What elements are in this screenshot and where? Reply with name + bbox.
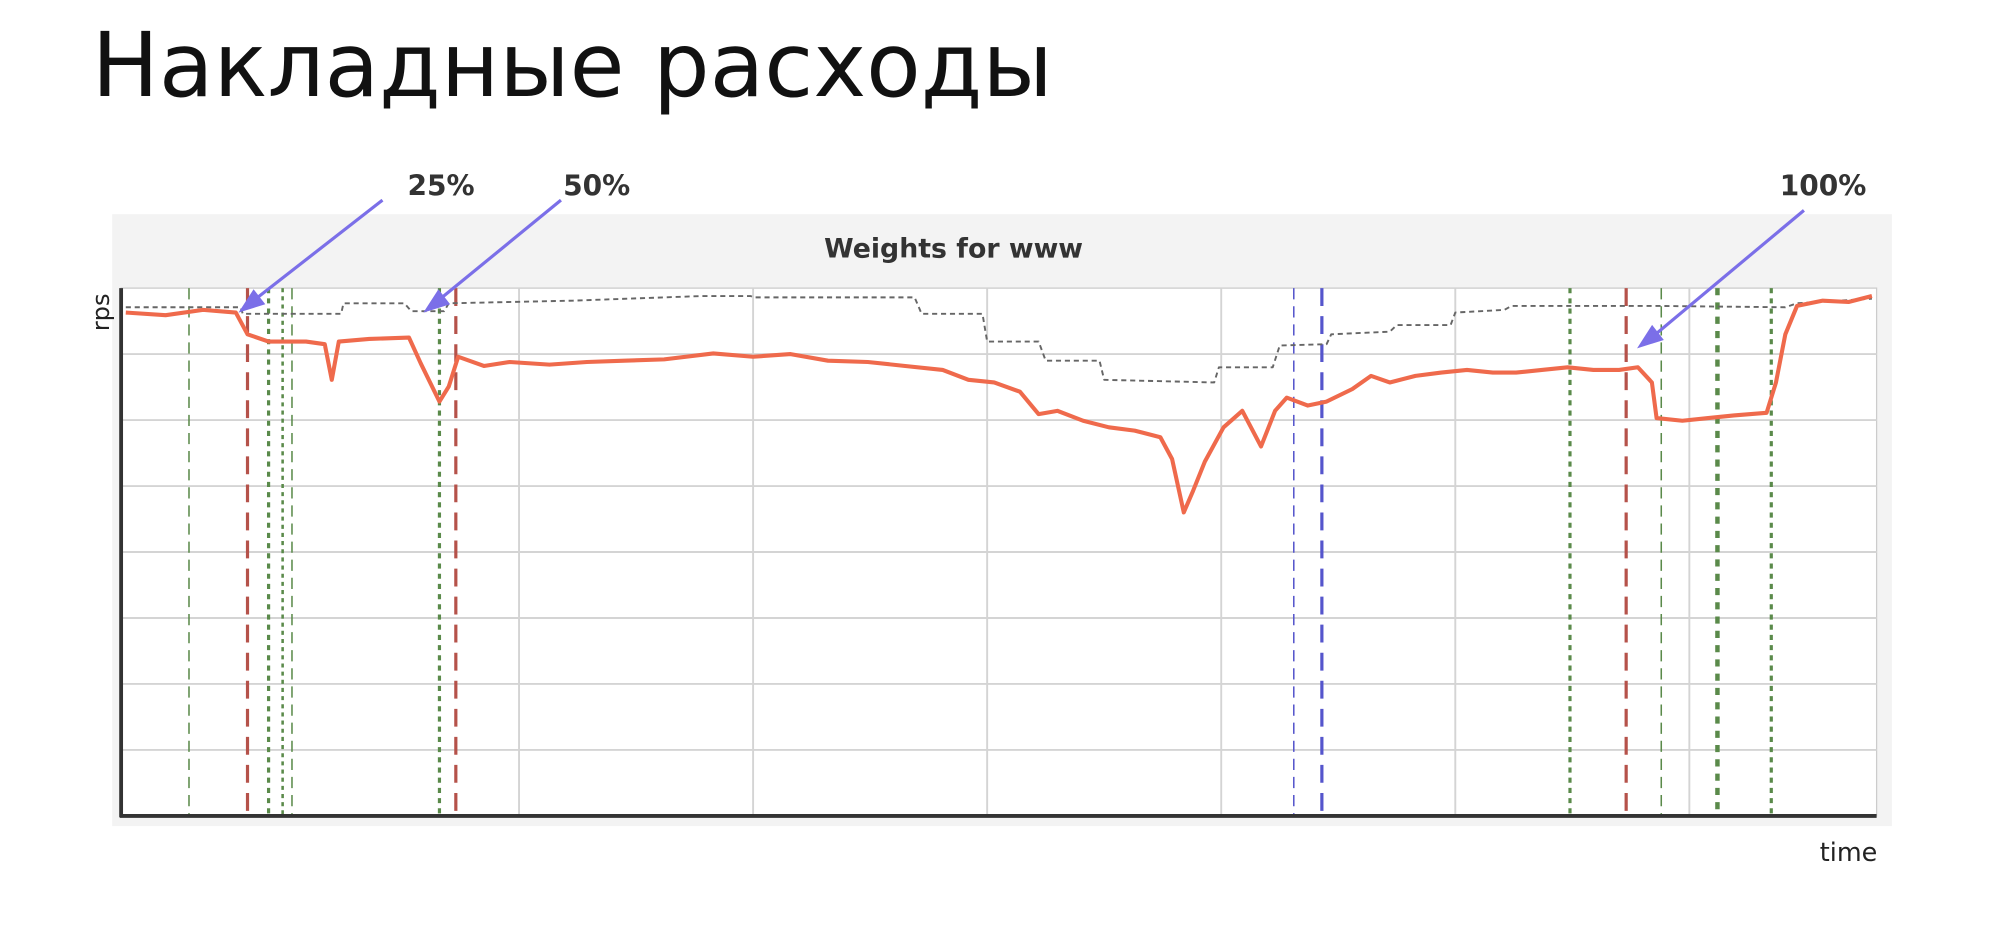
annotation: 25% (408, 169, 475, 202)
annotation: 50% (563, 169, 630, 202)
annotation: 100% (1780, 169, 1867, 202)
series-line (125, 294, 1873, 515)
arrow (248, 198, 384, 305)
arrows (238, 198, 1805, 349)
x-axis-label: time (1820, 838, 1878, 868)
arrow-head (1637, 324, 1664, 349)
arrow-head (238, 289, 266, 313)
arrow (433, 198, 562, 305)
slide-title: Накладные расходы (92, 14, 1053, 118)
series-line (125, 295, 1872, 384)
arrow-head (423, 289, 451, 313)
y-axis-label: rps (87, 293, 115, 331)
arrow (1648, 209, 1805, 341)
chart-title: Weights for www (824, 233, 1083, 264)
